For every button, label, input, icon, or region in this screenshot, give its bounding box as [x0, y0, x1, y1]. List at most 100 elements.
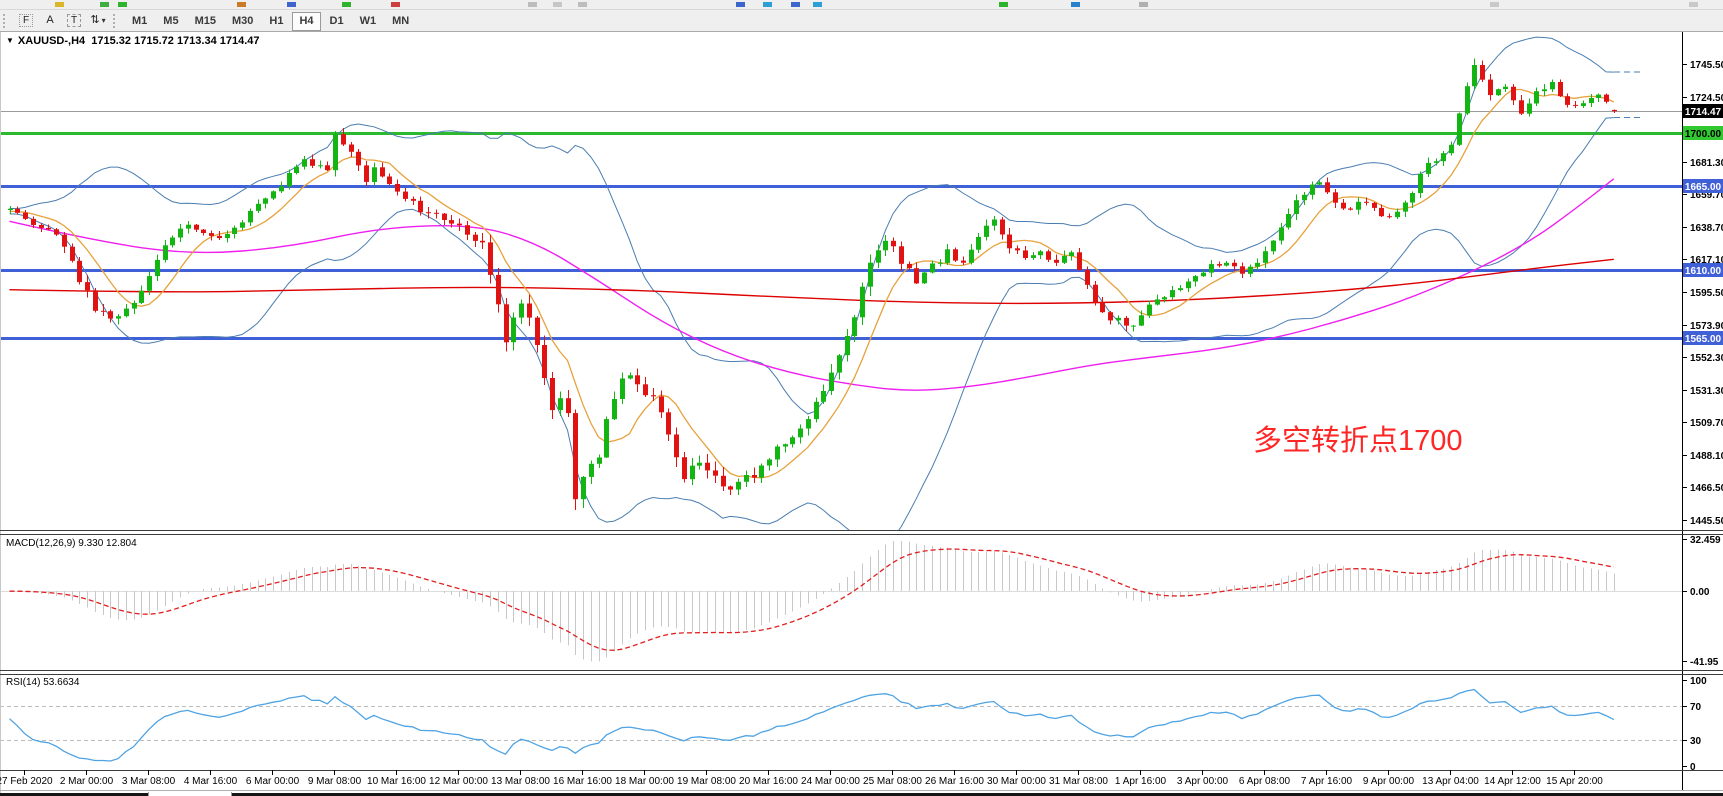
bar-high: 1715.72 [134, 35, 174, 47]
svg-text:1665.00: 1665.00 [1685, 182, 1722, 193]
svg-text:1573.90: 1573.90 [1690, 321, 1723, 332]
toolbar-icon-fragment [999, 2, 1008, 7]
timeframe-MN-button[interactable]: MN [392, 14, 410, 27]
timeframe-H4-button[interactable]: H4 [292, 11, 321, 31]
svg-text:7 Apr 16:00: 7 Apr 16:00 [1301, 776, 1353, 787]
svg-text:1681.30: 1681.30 [1690, 158, 1723, 169]
timeframe-D1-button[interactable]: D1 [329, 14, 344, 27]
svg-text:1638.70: 1638.70 [1690, 223, 1723, 234]
svg-text:15 Apr 20:00: 15 Apr 20:00 [1546, 776, 1603, 787]
svg-text:1488.10: 1488.10 [1690, 451, 1723, 462]
toolbar-icon-fragment [1689, 2, 1698, 7]
rsi-value: 53.6634 [43, 677, 80, 688]
macd-title: MACD(12,26,9) [6, 538, 76, 549]
svg-text:1466.50: 1466.50 [1690, 483, 1723, 494]
rsi-title: RSI(14) [6, 677, 41, 688]
toolbar-icon-fragment [100, 2, 109, 7]
macd-label: MACD(12,26,9) 9.330 12.804 [6, 538, 137, 549]
timeframe-M5-button[interactable]: M5 [163, 14, 179, 27]
symbol-ohlc-line: ▼ XAUUSD-,H4 1715.32 1715.72 1713.34 1714… [6, 35, 260, 47]
svg-text:1724.50: 1724.50 [1690, 93, 1723, 104]
svg-text:16 Mar 16:00: 16 Mar 16:00 [553, 776, 612, 787]
toolbar-icon-fragment [736, 2, 745, 7]
price-badges: 1714.47 1700.00 1665.00 1610.00 1565.00 [1683, 104, 1723, 345]
toolbar-grip[interactable] [3, 13, 11, 28]
svg-text:32.459: 32.459 [1690, 535, 1721, 546]
toolbar-icon-fragment [55, 2, 64, 7]
text-label-tool-button[interactable]: A [39, 11, 61, 30]
svg-text:13 Mar 08:00: 13 Mar 08:00 [491, 776, 550, 787]
timeframe-M1-button[interactable]: M1 [132, 14, 148, 27]
toolbar-icon-fragment [578, 2, 587, 7]
toolbar-icon-fragment [391, 2, 400, 7]
chevron-down-icon: ▾ [101, 16, 106, 25]
svg-text:12 Mar 00:00: 12 Mar 00:00 [429, 776, 488, 787]
toolbar-icon-fragment [528, 2, 537, 7]
svg-text:1552.30: 1552.30 [1690, 353, 1723, 364]
rsi-label: RSI(14) 53.6634 [6, 677, 79, 688]
svg-text:20 Mar 16:00: 20 Mar 16:00 [739, 776, 798, 787]
svg-text:1745.50: 1745.50 [1690, 60, 1723, 71]
svg-text:1509.70: 1509.70 [1690, 418, 1723, 429]
toolbar-icon-fragment [1071, 2, 1080, 7]
timeframe-W1-button[interactable]: W1 [359, 14, 377, 27]
svg-text:30 Mar 00:00: 30 Mar 00:00 [987, 776, 1046, 787]
svg-text:31 Mar 08:00: 31 Mar 08:00 [1049, 776, 1108, 787]
svg-text:0: 0 [1690, 762, 1696, 773]
svg-text:1565.00: 1565.00 [1685, 334, 1722, 345]
svg-text:26 Mar 16:00: 26 Mar 16:00 [925, 776, 984, 787]
one-click-trading-toggle[interactable]: ▼ [6, 36, 14, 45]
svg-text:30: 30 [1690, 736, 1702, 747]
macd-values: 9.330 12.804 [78, 538, 137, 549]
toolbar-icon-fragment [813, 2, 822, 7]
toolbar-icon-fragment [287, 2, 296, 7]
svg-text:1531.30: 1531.30 [1690, 386, 1723, 397]
svg-text:9 Apr 00:00: 9 Apr 00:00 [1363, 776, 1415, 787]
svg-text:24 Mar 00:00: 24 Mar 00:00 [801, 776, 860, 787]
time-axis[interactable]: 27 Feb 2020 2 Mar 00:00 3 Mar 08:00 4 Mar 1… [0, 770, 1603, 787]
svg-text:-41.95: -41.95 [1690, 657, 1719, 668]
arrows-tool-button[interactable]: ⇅ ▾ [87, 11, 109, 30]
svg-text:4 Mar 16:00: 4 Mar 16:00 [184, 776, 238, 787]
text-box-icon: T [66, 14, 82, 27]
bar-low: 1713.34 [176, 35, 217, 47]
bottom-window-edge [0, 793, 1723, 796]
svg-text:1595.50: 1595.50 [1690, 288, 1723, 299]
svg-text:10 Mar 16:00: 10 Mar 16:00 [367, 776, 426, 787]
toolbar-icon-fragment [342, 2, 351, 7]
text-box-tool-button[interactable]: T [63, 11, 85, 30]
rsi-pane [9, 688, 1615, 762]
timeframe-H1-button[interactable]: H1 [269, 14, 284, 27]
timeframe-buttons: M1 M5 M15 M30 H1 H4 D1 W1 MN [124, 11, 417, 31]
svg-text:18 Mar 00:00: 18 Mar 00:00 [615, 776, 674, 787]
price-axis[interactable]: 1745.50 1724.50 1681.30 1659.70 1638.70 1617.… [1682, 60, 1723, 773]
timeframe-M15-button[interactable]: M15 [194, 14, 216, 27]
toolbar-icon-fragment [553, 2, 562, 7]
timeframe-M30-button[interactable]: M30 [231, 14, 254, 27]
top-toolbar-partial [0, 0, 1723, 10]
toolbar-icon-fragment [237, 2, 246, 7]
svg-text:1617.10: 1617.10 [1690, 255, 1723, 266]
chart-text-annotation: 多空转折点1700 [1253, 425, 1463, 457]
svg-text:1610.00: 1610.00 [1685, 266, 1722, 277]
text-label-icon: A [46, 14, 54, 26]
svg-text:1659.70: 1659.70 [1690, 190, 1723, 201]
svg-text:25 Mar 08:00: 25 Mar 08:00 [863, 776, 922, 787]
fibonacci-tool-button[interactable]: F [15, 11, 37, 30]
svg-text:1714.47: 1714.47 [1685, 107, 1722, 118]
svg-text:13 Apr 04:00: 13 Apr 04:00 [1422, 776, 1479, 787]
toolbar-icon-fragment [791, 2, 800, 7]
svg-text:1 Apr 16:00: 1 Apr 16:00 [1115, 776, 1167, 787]
svg-text:19 Mar 08:00: 19 Mar 08:00 [677, 776, 736, 787]
bar-open: 1715.32 [91, 35, 132, 47]
symbol-title: XAUUSD-,H4 [17, 35, 86, 47]
candles [8, 58, 1617, 511]
macd-pane [9, 540, 1616, 662]
svg-text:70: 70 [1690, 702, 1702, 713]
svg-text:14 Apr 12:00: 14 Apr 12:00 [1484, 776, 1541, 787]
toolbar-icon-fragment [1139, 2, 1148, 7]
toolbar-grip[interactable] [113, 13, 121, 28]
svg-text:9 Mar 08:00: 9 Mar 08:00 [308, 776, 362, 787]
